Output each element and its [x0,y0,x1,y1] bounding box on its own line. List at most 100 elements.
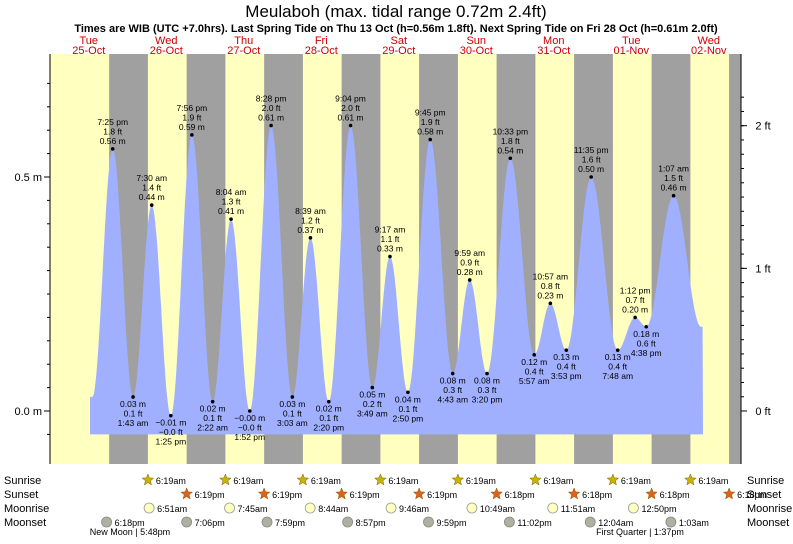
moonset-time: 1:03am [679,518,709,528]
tide-annotation-text: 0.4 ft [525,366,545,376]
tide-annotation-text: 1.2 ft [301,215,321,225]
sunrise-time: 6:19am [388,476,418,486]
tide-annotation-text: 0.58 m [417,127,443,137]
tide-annotation-text: 0.02 m [200,404,226,414]
plot-area [0,54,793,464]
day-of-week-label: Sat [390,35,407,47]
tide-annotation-text: 1.9 ft [421,117,441,127]
tide-annotation-text: 9:04 pm [335,94,366,104]
date-label: 31-Oct [537,45,570,57]
date-label: 02-Nov [691,45,727,57]
tide-annotation-text: 1.8 ft [501,136,521,146]
tide-annotation-text: 2:50 pm [393,413,424,423]
tide-annotation-text: 0.13 m [605,352,631,362]
tide-annotation-text: 3:20 pm [472,395,503,405]
tide-annotation-text: 0.1 ft [124,408,144,418]
tide-annotation-text: 0.56 m [100,136,126,146]
moonset-moon-icon [101,516,112,528]
date-label: 28-Oct [305,45,338,57]
moonrise-time: 6:51am [157,504,187,514]
day-of-week-label: Mon [543,35,564,47]
right-margin [741,54,793,464]
tide-extreme-point [467,278,472,282]
moonrise-time: 12:50pm [641,504,676,514]
y-tick-label-ft: 2 ft [755,121,770,133]
y-tick-label-m: 0.5 m [14,172,42,184]
tide-annotation-text: 2:22 am [197,423,228,433]
moonrise-time: 10:49am [480,504,515,514]
tide-annotation-text: 1.1 ft [381,234,401,244]
tide-annotation-text: 0.8 ft [541,281,561,291]
sun-moon-events: Sunrise Sunrise Sunset Sunset Moonrise Moonri… [4,473,792,537]
tide-annotation-text: 3:49 am [357,409,388,419]
tide-annotation-text: 1.9 ft [182,112,202,122]
tide-annotation-text: 0.41 m [218,206,244,216]
sun-star-icon [645,487,658,500]
sunset-time: 6:19pm [350,490,380,500]
moonset-time: 11:02pm [517,518,551,528]
tide-extreme-point [370,385,375,390]
tide-annotation-text: 0.20 m [622,304,648,314]
tide-annotation-text: 8:28 pm [256,94,287,104]
row-label-left: Sunrise [4,475,41,487]
moonset-time: 9:59pm [436,518,466,528]
sunset-time: 6:19pm [272,490,302,500]
tide-annotation-text: 11:35 pm [574,145,609,155]
tide-annotation-text: 1.8 ft [103,126,123,136]
tide-annotation-text: 0.02 m [316,404,342,414]
moonrise-moon-icon [466,502,478,514]
day-of-week-label: Wed [155,35,177,47]
moonset-time: 6:18pm [115,518,145,528]
date-label: 01-Nov [614,45,650,57]
moonrise-moon-icon [224,502,235,514]
moonrise-time: 11:51am [561,504,595,514]
tide-annotation-text: 10:33 pm [493,126,528,136]
tide-annotation-text: 0.1 ft [283,408,303,418]
day-of-week-label: Thu [234,35,253,47]
sun-star-icon [141,473,155,486]
moonrise-moon-icon [385,502,397,514]
tide-annotations: 7:25 pm1.8 ft0.56 m0.03 m0.1 ft1:43 am7:… [97,94,689,447]
sunrise-time: 6:19am [311,476,341,486]
sun-star-icon [567,487,581,500]
tide-annotation-text: 0.54 m [497,145,523,155]
tide-annotation-text: 1:25 pm [155,437,186,447]
moonrise-time: 9:46am [399,504,429,514]
tide-annotation-text: 7:56 pm [177,103,208,113]
tide-annotation-text: 1:12 pm [620,285,651,295]
date-label: 30-Oct [460,45,493,57]
day-of-week-label: Tue [622,35,641,47]
tide-extreme-point [644,324,649,329]
moonset-moon-icon [423,516,434,528]
tide-annotation-text: 5:57 am [519,376,550,386]
tide-annotation-text: 0.05 m [359,390,385,400]
tide-extreme-point [229,217,233,221]
tide-annotation-text: 0.4 ft [557,362,577,372]
chart-subtitle: Times are WIB (UTC +7.0hrs). Last Spring… [74,23,718,35]
tide-annotation-text: 4:38 pm [631,348,662,358]
sun-star-icon [684,473,697,486]
sunrise-time: 6:19am [698,476,728,486]
tide-annotation-text: 0.1 ft [398,404,418,414]
y-tick-label-ft: 0 ft [755,406,770,418]
tide-extreme-point [247,409,252,413]
sun-star-icon [219,473,232,486]
tide-annotation-text: 0.03 m [120,399,146,409]
tide-annotation-text: 8:04 am [216,187,247,197]
tide-annotation-text: 3:03 am [277,418,308,428]
sun-star-icon [180,487,194,500]
sunset-time: 6:19pm [195,490,225,500]
tide-annotation-text: 9:45 pm [415,108,446,118]
tide-annotation-text: 3:53 pm [551,371,582,381]
tide-extreme-point [428,137,433,142]
moonset-moon-icon [665,516,677,528]
tide-annotation-text: 0.23 m [537,290,563,300]
tide-extreme-point [326,399,331,404]
tide-annotation-text: 1.4 ft [142,183,162,193]
tide-extreme-point [532,353,537,357]
day-of-week-label: Sun [466,35,486,47]
tide-annotation-text: 1.5 ft [664,173,684,183]
date-label: 29-Oct [382,45,415,57]
tide-annotation-text: 0.2 ft [363,399,383,409]
tide-annotation-text: 0.28 m [457,267,483,277]
